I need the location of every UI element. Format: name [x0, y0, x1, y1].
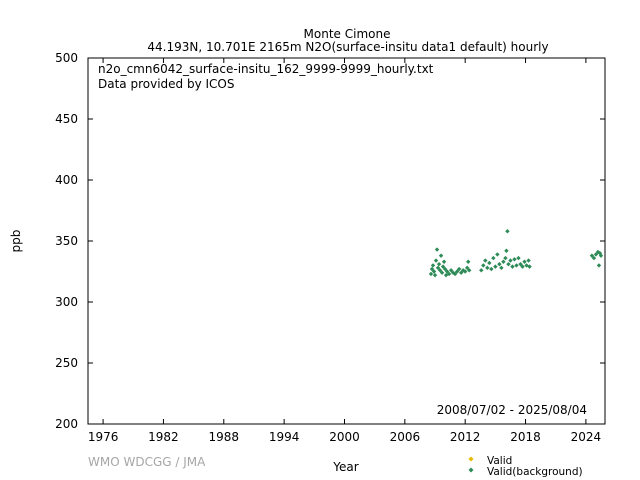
x-axis-label: Year: [332, 460, 358, 474]
data-point: [483, 258, 488, 263]
y-tick-label: 300: [55, 295, 78, 309]
credit-text: WMO WDCGG / JMA: [88, 455, 206, 469]
data-point: [524, 263, 529, 268]
x-tick-label: 2000: [329, 430, 360, 444]
data-point: [499, 265, 504, 271]
data-point: [440, 264, 446, 269]
data-point: [428, 271, 434, 277]
data-point: [434, 247, 440, 252]
data-point: [438, 253, 444, 258]
data-point: [589, 253, 595, 258]
data-point: [520, 264, 525, 269]
data-point: [505, 229, 510, 234]
data-point: [458, 270, 464, 275]
data-point: [508, 258, 513, 263]
data-point: [462, 269, 468, 274]
data-point: [479, 268, 484, 273]
data-point: [467, 268, 472, 273]
y-tick-label: 400: [55, 173, 78, 187]
data-point: [591, 255, 597, 261]
provider-annotation: Data provided by ICOS: [98, 77, 234, 91]
data-point: [439, 270, 445, 275]
x-tick-label: 1976: [88, 430, 119, 444]
x-tick-label: 2024: [571, 430, 602, 444]
data-point: [465, 265, 470, 271]
data-point: [456, 266, 462, 272]
y-tick-label: 200: [55, 417, 78, 431]
data-point: [429, 266, 435, 272]
data-point: [598, 253, 604, 258]
data-point: [516, 255, 521, 261]
legend-background-marker: [468, 467, 474, 473]
filename-annotation: n2o_cmn6042_surface-insitu_162_9999-9999…: [98, 62, 434, 76]
data-point: [493, 264, 498, 269]
data-point: [518, 261, 523, 267]
chart-subtitle: 44.193N, 10.701E 2165m N2O(surface-insit…: [147, 40, 548, 54]
data-point: [441, 259, 447, 264]
data-point: [454, 269, 460, 274]
plot-area: [87, 57, 606, 425]
data-point: [504, 248, 509, 253]
data-point: [442, 266, 448, 272]
y-axis-label: ppb: [9, 230, 23, 253]
x-tick-label: 1982: [148, 430, 179, 444]
data-point: [593, 252, 599, 257]
data-point: [501, 259, 506, 264]
data-point: [466, 259, 471, 264]
data-point: [433, 258, 439, 263]
data-point: [514, 263, 519, 268]
x-tick-label: 1988: [209, 430, 240, 444]
data-point: [432, 272, 438, 278]
data-point: [510, 264, 515, 269]
data-point: [491, 255, 496, 261]
y-tick-label: 450: [55, 112, 78, 126]
data-point: [506, 261, 511, 267]
data-point: [444, 269, 450, 274]
data-point: [495, 252, 500, 257]
legend: Valid Valid(background): [468, 455, 583, 478]
data-point: [527, 264, 532, 269]
data-point: [448, 268, 454, 273]
legend-valid-marker: [468, 456, 474, 462]
data-point: [430, 263, 436, 268]
data-point: [481, 263, 486, 268]
y-tick-label: 350: [55, 234, 78, 248]
data-point: [435, 265, 441, 271]
data-point: [503, 255, 508, 261]
x-tick-label: 2018: [510, 430, 541, 444]
y-tick-label: 500: [55, 51, 78, 65]
data-point: [526, 258, 531, 263]
data-point: [489, 266, 494, 272]
x-tick-label: 2006: [390, 430, 421, 444]
data-point: [485, 265, 490, 271]
y-tick-label: 250: [55, 356, 78, 370]
data-point: [452, 271, 458, 277]
data-point: [431, 269, 437, 274]
data-point: [497, 261, 502, 267]
chart-title: Monte Cimone: [304, 27, 391, 41]
period-annotation: 2008/07/02 - 2025/08/04: [437, 403, 587, 417]
data-point: [446, 271, 452, 277]
data-point: [522, 259, 527, 264]
legend-valid-label: Valid: [487, 455, 512, 467]
legend-background-label: Valid(background): [487, 466, 583, 478]
data-point: [487, 260, 492, 266]
x-tick-label: 1994: [269, 430, 300, 444]
x-tick-label: 2012: [450, 430, 481, 444]
data-point: [436, 261, 442, 267]
data-point: [512, 257, 517, 262]
data-point: [596, 263, 602, 268]
data-point: [437, 268, 443, 273]
